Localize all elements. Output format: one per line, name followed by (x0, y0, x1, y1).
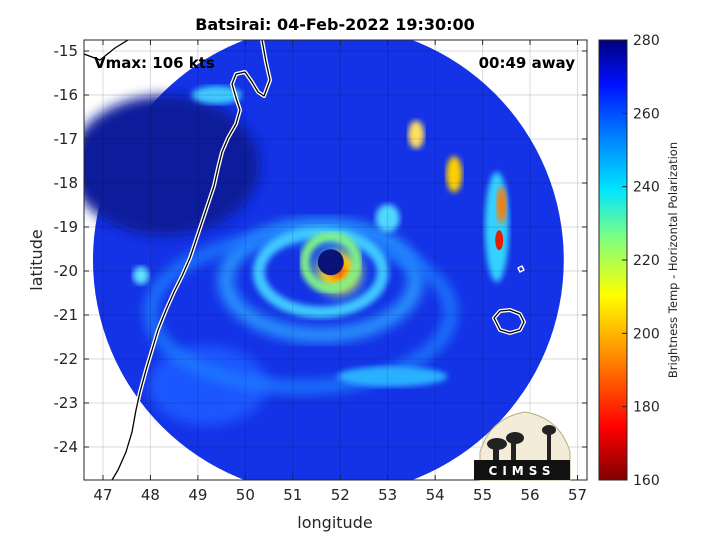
colorbar-tick-label: 280 (633, 33, 660, 49)
x-tick-label: 49 (188, 486, 207, 504)
x-tick-label: 53 (378, 486, 397, 504)
x-axis-ticks: 47 48 49 50 51 52 53 54 55 56 57 (93, 40, 587, 504)
y-tick-label: -16 (54, 86, 79, 104)
y-tick-label: -19 (54, 218, 79, 236)
y-tick-label: -18 (54, 174, 79, 192)
cimss-logo: CIMSS (474, 411, 571, 481)
vmax-annotation: Vmax: 106 kts (94, 54, 215, 72)
colorbar-tick-label: 200 (633, 326, 660, 342)
y-axis-ticks: -15 -16 -17 -18 -19 -20 -21 -22 -23 -24 (54, 42, 587, 456)
y-tick-label: -23 (54, 394, 79, 412)
chart-title: Batsirai: 04-Feb-2022 19:30:00 (195, 15, 475, 34)
colorbar-tick-label: 160 (633, 473, 660, 489)
colorbar-title: Brightness Temp - Horizontal Polarizatio… (666, 142, 680, 378)
brightness-temperature-heatmap (84, 40, 564, 480)
mauritius-coastline (517, 265, 525, 273)
x-tick-label: 47 (93, 486, 112, 504)
x-tick-label: 56 (521, 486, 540, 504)
x-axis-title: longitude (297, 513, 372, 532)
x-tick-label: 52 (331, 486, 350, 504)
y-tick-label: -17 (54, 130, 79, 148)
storm-eye (317, 249, 344, 276)
x-tick-label: 57 (568, 486, 587, 504)
time-away-annotation: 00:49 away (479, 54, 576, 72)
y-tick-label: -22 (54, 350, 79, 368)
y-tick-label: -20 (54, 262, 79, 280)
axes-frame (83, 39, 588, 481)
y-tick-label: -24 (54, 438, 79, 456)
colorbar-tick-label: 220 (633, 253, 660, 269)
y-tick-label: -15 (54, 42, 79, 60)
x-tick-label: 51 (283, 486, 302, 504)
y-tick-label: -21 (54, 306, 79, 324)
colorbar-ticks: 160 180 200 220 240 260 280 (622, 33, 660, 489)
cimss-logo-text: CIMSS (489, 464, 556, 478)
colorbar-tick-label: 180 (633, 400, 660, 416)
coastlines (84, 40, 526, 480)
grid-lines (84, 40, 587, 480)
y-axis-title: latitude (27, 229, 46, 290)
x-tick-label: 48 (141, 486, 160, 504)
x-tick-label: 50 (236, 486, 255, 504)
colorbar-tick-label: 260 (633, 106, 660, 122)
colorbar-tick-label: 240 (633, 180, 660, 196)
x-tick-label: 54 (426, 486, 445, 504)
x-tick-label: 55 (473, 486, 492, 504)
